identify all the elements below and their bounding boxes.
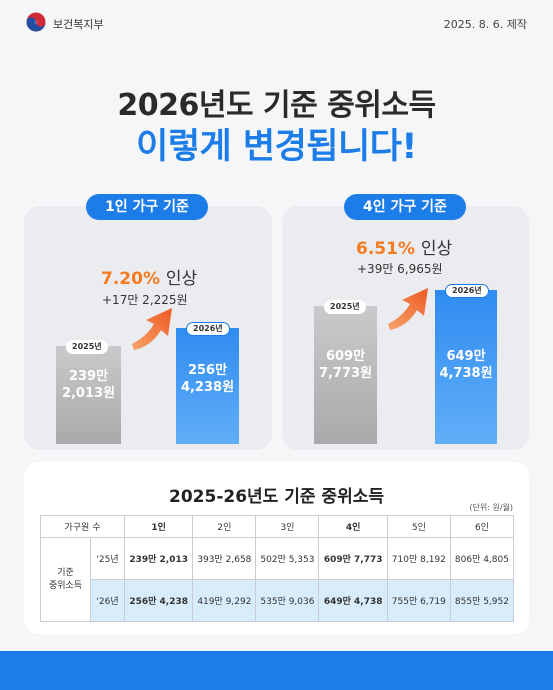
table-unit: (단위: 원/월) (469, 503, 513, 512)
table-year-cell: '26년 (90, 579, 125, 622)
table-header-col: 6인 (449, 515, 515, 538)
table-header-col: 3인 (255, 515, 320, 538)
four-person-bar-2026: 649만 4,738원 (435, 290, 497, 444)
table-title: 2025-26년도 기준 중위소득 (169, 487, 384, 507)
table-cell: 419만 9,292 (192, 579, 257, 622)
bar-value-line2: 7,773원 (318, 366, 373, 381)
bar-value-line2: 2,013원 (61, 386, 116, 401)
production-date: 2025. 8. 6. 제작 (443, 18, 527, 31)
table-cell: 609만 7,773 (318, 537, 388, 580)
one-person-rate: 7.20% 인상 (101, 264, 197, 289)
table-cell: 649만 4,738 (318, 579, 388, 622)
one-person-bar-2026: 256만 4,238원 (176, 328, 239, 444)
one-person-label: 1인 가구 기준 (86, 194, 208, 220)
bar-value-line1: 609만 (325, 349, 366, 364)
table-header-household: 가구원 수 (40, 515, 125, 538)
bar-value-line1: 239만 (68, 369, 109, 384)
median-income-table: 가구원 수 1인 2인 3인 4인 5인 6인 기준 중위소득 '25년 239… (40, 515, 515, 622)
row-label-line2: 중위소득 (48, 580, 83, 591)
bar-value-line2: 4,738원 (439, 366, 493, 381)
four-person-tag-2025: 2025년 (324, 300, 366, 314)
table-cell: 710만 8,192 (386, 537, 451, 580)
footer-band (0, 651, 553, 690)
four-person-tag-2026: 2026년 (445, 284, 489, 298)
four-person-rate-word: 인상 (420, 239, 453, 259)
table-cell: 502만 5,353 (255, 537, 320, 580)
one-person-amount: +17만 2,225원 (102, 293, 188, 307)
one-person-tag-2026: 2026년 (186, 322, 230, 336)
table-cell: 393만 2,658 (192, 537, 257, 580)
four-person-label: 4인 가구 기준 (344, 194, 466, 220)
increase-arrow-icon (132, 308, 172, 350)
table-row: '26년 256만 4,238 419만 9,292 535만 9,036 64… (41, 579, 515, 622)
table-row: 기준 중위소득 '25년 239만 2,013 393만 2,658 502만 … (40, 537, 515, 622)
bar-value-line1: 256만 (187, 363, 228, 378)
table-cell: 755만 6,719 (386, 579, 451, 622)
page-subtitle: 이렇게 변경됩니다! (136, 127, 417, 167)
table-header-col: 5인 (386, 515, 451, 538)
bar-value-line2: 4,238원 (180, 380, 235, 395)
four-person-amount: +39만 6,965원 (357, 262, 443, 276)
table-cell: 855만 5,952 (449, 579, 515, 622)
table-cell: 256만 4,238 (123, 579, 194, 622)
table-cell: 535만 9,036 (255, 579, 320, 622)
table-header-col: 1인 (123, 515, 194, 538)
taegeuk-logo-icon (26, 12, 46, 32)
table-cell: 239만 2,013 (123, 537, 194, 580)
header: 보건복지부 2025. 8. 6. 제작 (0, 0, 553, 44)
four-person-rate: 6.51% 인상 (356, 234, 452, 259)
one-person-rate-word: 인상 (165, 269, 198, 289)
page-title: 2026년도 기준 중위소득 (117, 88, 436, 123)
row-label-line1: 기준 (57, 567, 74, 578)
org-name: 보건복지부 (53, 18, 104, 31)
table-row-label: 기준 중위소득 (40, 537, 91, 622)
table-header-col: 4인 (318, 515, 388, 538)
table-header-row: 가구원 수 1인 2인 3인 4인 5인 6인 (40, 515, 515, 538)
increase-arrow-icon (388, 288, 428, 330)
one-person-tag-2025: 2025년 (66, 340, 108, 354)
table-year-cell: '25년 (90, 537, 125, 580)
table-cell: 806만 4,805 (449, 537, 515, 580)
one-person-bar-2025: 239만 2,013원 (56, 346, 121, 444)
one-person-rate-value: 7.20% (101, 269, 160, 289)
four-person-rate-value: 6.51% (356, 239, 415, 259)
table-header-col: 2인 (192, 515, 257, 538)
bar-value-line1: 649만 (446, 349, 486, 364)
four-person-bar-2025: 609만 7,773원 (314, 306, 377, 444)
